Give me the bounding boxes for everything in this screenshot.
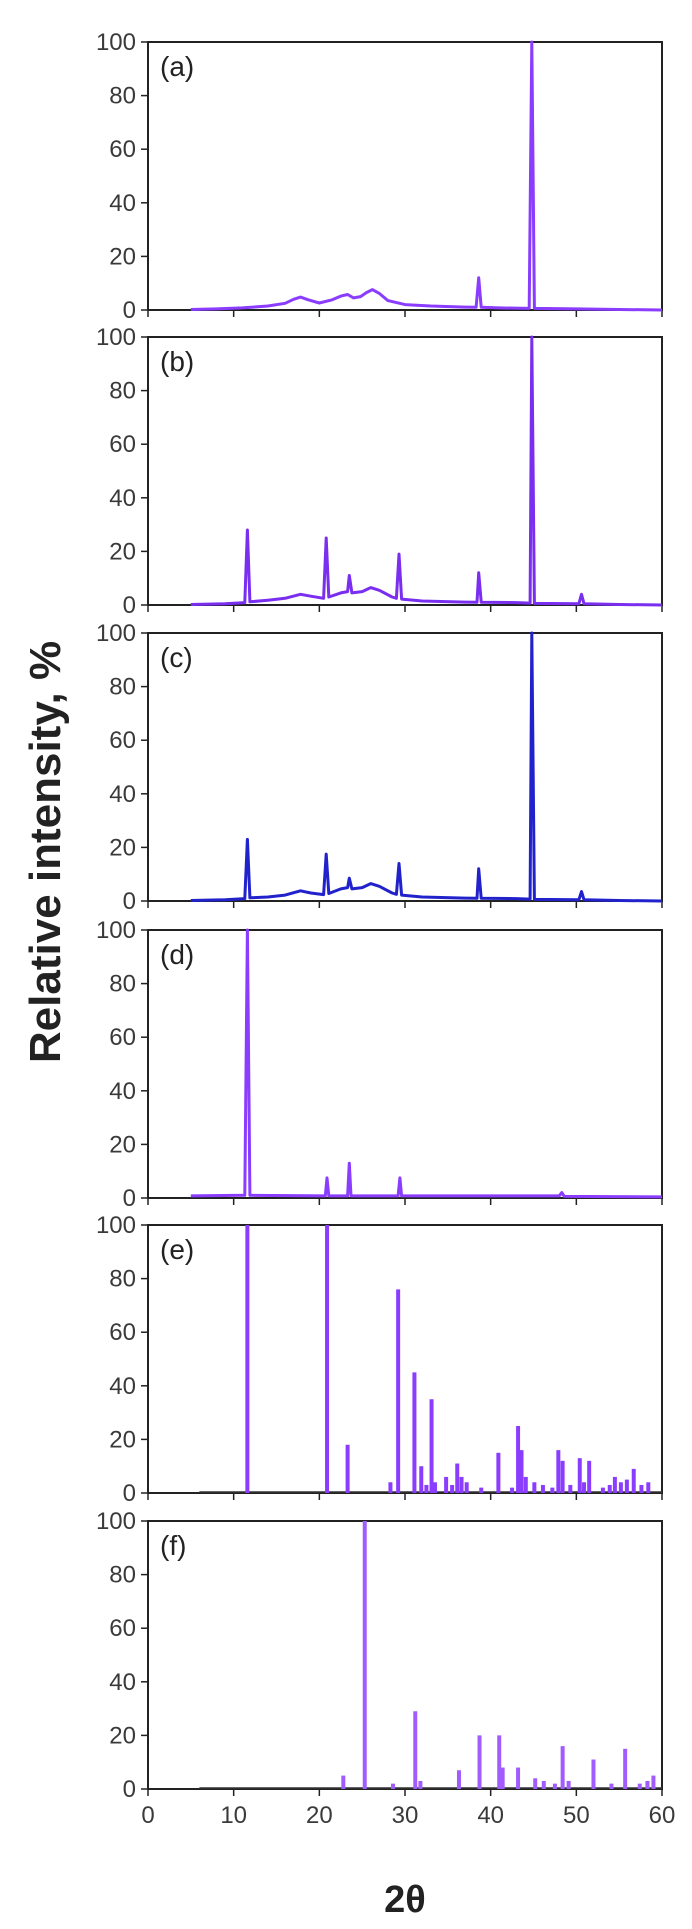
y-tick-label: 20 — [109, 538, 136, 565]
y-tick-label: 80 — [109, 971, 136, 998]
series-line — [190, 40, 663, 312]
y-tick-label: 20 — [109, 243, 136, 270]
x-axis-title: 2θ — [384, 1879, 426, 1921]
y-tick-label: 100 — [96, 917, 136, 944]
y-tick-label: 20 — [109, 1426, 136, 1453]
panel-label: (b) — [160, 346, 194, 377]
y-tick-label: 0 — [123, 1185, 136, 1212]
plot-frame — [147, 1520, 663, 1790]
series-line — [190, 631, 663, 903]
y-tick-label: 80 — [109, 1562, 136, 1589]
y-tick-label: 40 — [109, 781, 136, 808]
y-tick-label: 0 — [123, 592, 136, 619]
chart-panel: 0 20 40 60 80 100 (c) — [96, 620, 663, 915]
plot-frame — [147, 632, 663, 902]
y-axis-title: Relative intensity, % — [21, 641, 70, 1063]
y-tick-label: 60 — [109, 1615, 136, 1642]
chart-panel: 0 20 40 60 80 100 (d) — [96, 917, 663, 1212]
x-tick-label: 20 — [306, 1802, 333, 1829]
chart-panel: 0 20 40 60 80 100 (b) — [96, 324, 663, 619]
series-line — [190, 335, 663, 607]
y-tick-label: 60 — [109, 431, 136, 458]
y-tick-label: 60 — [109, 1319, 136, 1346]
panel-label: (e) — [160, 1234, 194, 1265]
y-tick-label: 40 — [109, 190, 136, 217]
y-tick-label: 40 — [109, 485, 136, 512]
x-tick-label: 50 — [563, 1802, 590, 1829]
y-tick-label: 20 — [109, 1722, 136, 1749]
panel-label: (d) — [160, 939, 194, 970]
y-tick-label: 80 — [109, 378, 136, 405]
y-tick-label: 60 — [109, 1024, 136, 1051]
plot-frame — [147, 929, 663, 1199]
y-tick-label: 80 — [109, 1266, 136, 1293]
series-line — [190, 928, 663, 1199]
y-tick-label: 40 — [109, 1373, 136, 1400]
y-tick-label: 100 — [96, 1212, 136, 1239]
chart-panel: 0 20 40 60 80 100 (e) — [96, 1212, 663, 1507]
plot-frame — [147, 41, 663, 311]
x-tick-label: 60 — [649, 1802, 676, 1829]
y-tick-label: 100 — [96, 29, 136, 56]
y-tick-label: 0 — [123, 297, 136, 324]
x-tick-label: 30 — [392, 1802, 419, 1829]
chart-panel: 0 20 40 60 80 100 0 10 20 30 40 50 60 (f) — [96, 1508, 675, 1829]
y-tick-label: 0 — [123, 1480, 136, 1507]
panel-label: (a) — [160, 51, 194, 82]
y-tick-label: 20 — [109, 1131, 136, 1158]
y-tick-label: 100 — [96, 620, 136, 647]
y-tick-label: 80 — [109, 83, 136, 110]
y-tick-label: 20 — [109, 834, 136, 861]
y-tick-label: 100 — [96, 324, 136, 351]
panel-label: (f) — [160, 1530, 186, 1561]
plot-frame — [147, 336, 663, 606]
plot-frame — [147, 1224, 663, 1494]
y-tick-label: 100 — [96, 1508, 136, 1535]
y-tick-label: 40 — [109, 1078, 136, 1105]
y-tick-label: 0 — [123, 888, 136, 915]
x-tick-label: 40 — [477, 1802, 504, 1829]
panels-group: 020406080100(a)020406080100(b)0204060801… — [96, 29, 675, 1829]
y-tick-label: 0 — [123, 1776, 136, 1803]
x-tick-label: 0 — [141, 1802, 154, 1829]
panel-label: (c) — [160, 642, 193, 673]
y-tick-label: 40 — [109, 1669, 136, 1696]
y-tick-label: 80 — [109, 674, 136, 701]
x-tick-label: 10 — [220, 1802, 247, 1829]
chart-panel: 0 20 40 60 80 100 (a) — [96, 29, 663, 324]
y-tick-label: 60 — [109, 727, 136, 754]
y-tick-label: 60 — [109, 136, 136, 163]
